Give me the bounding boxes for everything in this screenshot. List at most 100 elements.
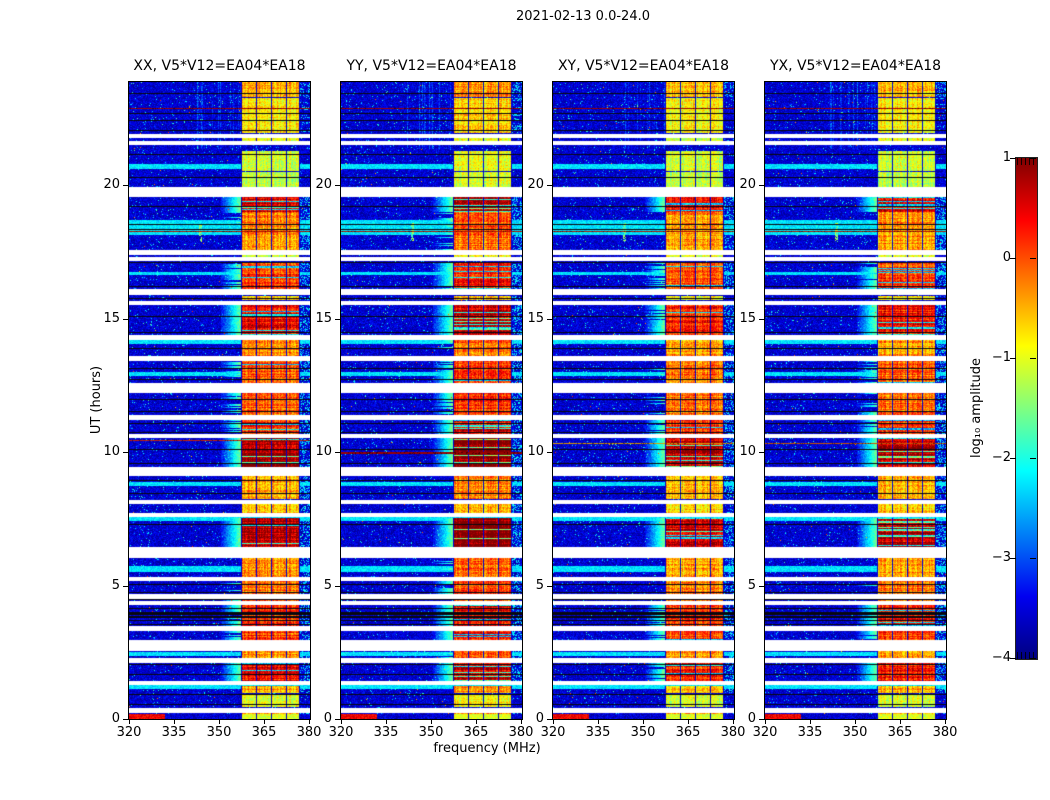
y-axis-tick-label: 10 — [527, 444, 544, 459]
y-axis-tick-label: 0 — [323, 711, 332, 726]
colorbar-gradient — [1016, 158, 1037, 659]
y-axis-tick-label: 15 — [315, 311, 332, 326]
x-tick-mark — [521, 720, 522, 724]
panel-title: YX, V5*V12=EA04*EA18 — [769, 58, 942, 74]
x-axis-tick-label: 365 — [463, 725, 489, 740]
y-axis-tick-label: 0 — [747, 711, 756, 726]
x-tick-mark — [688, 720, 689, 724]
x-axis-tick-label: 365 — [251, 725, 277, 740]
x-axis-tick-label: 350 — [630, 725, 656, 740]
colorbar-tick-mark — [1010, 258, 1016, 259]
colorbar-hatch-bottom — [1017, 652, 1036, 659]
y-axis-label: UT (hours) — [89, 365, 104, 435]
spectrogram-canvas — [765, 82, 946, 719]
colorbar-tick-mark — [1010, 658, 1016, 659]
x-axis-tick-label: 320 — [540, 725, 566, 740]
x-tick-mark — [386, 720, 387, 724]
y-axis-tick-label: 15 — [739, 311, 756, 326]
colorbar-hatch-top — [1017, 158, 1036, 165]
x-tick-mark — [643, 720, 644, 724]
x-axis-label: frequency (MHz) — [433, 741, 541, 756]
spectrogram-canvas — [129, 82, 310, 719]
y-tick-mark — [759, 185, 764, 186]
x-tick-mark — [900, 720, 901, 724]
x-axis-tick-label: 365 — [887, 725, 913, 740]
y-axis-tick-label: 0 — [535, 711, 544, 726]
x-tick-mark — [765, 720, 766, 724]
x-tick-mark — [341, 720, 342, 724]
x-axis-tick-label: 335 — [373, 725, 399, 740]
x-tick-mark — [598, 720, 599, 724]
x-tick-mark — [309, 720, 310, 724]
x-tick-mark — [264, 720, 265, 724]
x-axis-tick-label: 365 — [675, 725, 701, 740]
y-axis-tick-label: 5 — [323, 578, 332, 593]
y-axis-tick-label: 10 — [315, 444, 332, 459]
y-tick-mark — [547, 452, 552, 453]
y-tick-mark — [547, 586, 552, 587]
colorbar-tick-label: −3 — [991, 550, 1011, 565]
y-axis-tick-label: 15 — [527, 311, 544, 326]
y-tick-mark — [759, 452, 764, 453]
spectrogram-canvas — [553, 82, 734, 719]
colorbar-tick-label: −1 — [991, 350, 1011, 365]
panel-title: XX, V5*V12=EA04*EA18 — [133, 58, 306, 74]
x-tick-mark — [945, 720, 946, 724]
y-axis-tick-label: 5 — [535, 578, 544, 593]
x-axis-tick-label: 350 — [418, 725, 444, 740]
y-tick-mark — [759, 586, 764, 587]
panel-yy: YY, V5*V12=EA04*EA18 — [340, 58, 523, 720]
panel-yx: YX, V5*V12=EA04*EA18 — [764, 58, 947, 720]
y-tick-mark — [335, 452, 340, 453]
y-tick-mark — [759, 719, 764, 720]
x-tick-mark — [855, 720, 856, 724]
y-tick-mark — [335, 586, 340, 587]
y-tick-mark — [547, 185, 552, 186]
colorbar-tick-label: −4 — [991, 650, 1011, 665]
x-axis-tick-label: 320 — [328, 725, 354, 740]
panel-title: YY, V5*V12=EA04*EA18 — [346, 58, 517, 74]
colorbar-tick-mark — [1010, 558, 1016, 559]
colorbar-tick-mark — [1030, 458, 1036, 459]
panel-xy: XY, V5*V12=EA04*EA18 — [552, 58, 735, 720]
x-axis-tick-label: 335 — [585, 725, 611, 740]
colorbar — [1015, 157, 1038, 660]
y-tick-mark — [123, 452, 128, 453]
colorbar-tick-label: 1 — [1002, 150, 1011, 165]
colorbar-tick-mark — [1030, 658, 1036, 659]
y-tick-mark — [123, 319, 128, 320]
colorbar-tick-label: −2 — [991, 450, 1011, 465]
x-axis-tick-label: 335 — [161, 725, 187, 740]
x-axis-tick-label: 350 — [842, 725, 868, 740]
y-axis-tick-label: 5 — [111, 578, 120, 593]
x-tick-mark — [553, 720, 554, 724]
x-axis-tick-label: 380 — [508, 725, 534, 740]
y-axis-tick-label: 20 — [527, 177, 544, 192]
y-tick-mark — [547, 719, 552, 720]
y-tick-mark — [335, 185, 340, 186]
y-axis-tick-label: 20 — [315, 177, 332, 192]
colorbar-tick-mark — [1010, 358, 1016, 359]
x-tick-mark — [129, 720, 130, 724]
spectrogram-canvas — [341, 82, 522, 719]
x-tick-mark — [733, 720, 734, 724]
panel-xx: XX, V5*V12=EA04*EA18 — [128, 58, 311, 720]
y-axis-tick-label: 10 — [103, 444, 120, 459]
x-tick-mark — [476, 720, 477, 724]
x-axis-tick-label: 350 — [206, 725, 232, 740]
colorbar-tick-mark — [1030, 358, 1036, 359]
y-tick-mark — [123, 719, 128, 720]
colorbar-tick-label: 0 — [1002, 250, 1011, 265]
colorbar-tick-mark — [1010, 158, 1016, 159]
colorbar-tick-mark — [1030, 158, 1036, 159]
panel-title: XY, V5*V12=EA04*EA18 — [557, 58, 730, 74]
colorbar-tick-mark — [1010, 458, 1016, 459]
x-tick-mark — [810, 720, 811, 724]
y-tick-mark — [335, 719, 340, 720]
x-tick-mark — [219, 720, 220, 724]
x-axis-tick-label: 380 — [296, 725, 322, 740]
x-tick-mark — [431, 720, 432, 724]
x-axis-tick-label: 320 — [752, 725, 778, 740]
y-tick-mark — [759, 319, 764, 320]
